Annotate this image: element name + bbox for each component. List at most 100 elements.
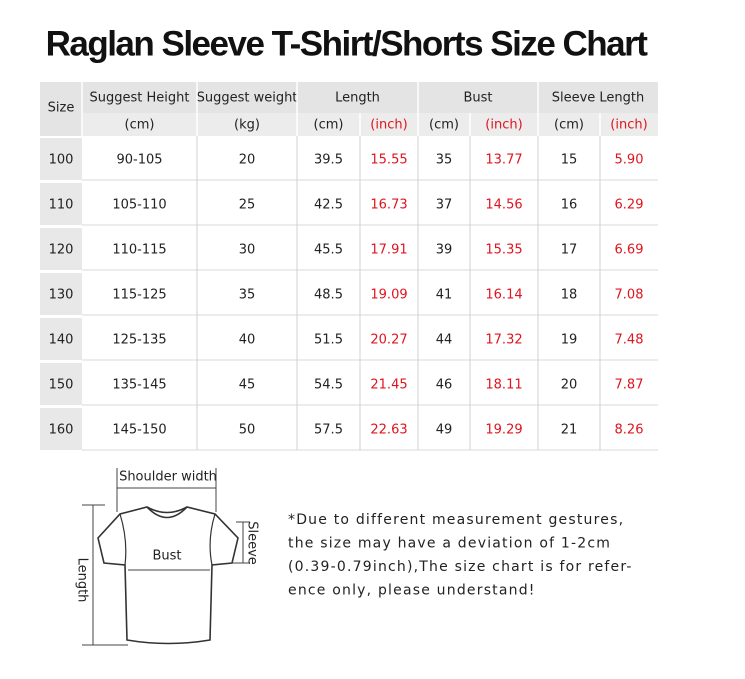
cell: 6.69 bbox=[615, 243, 644, 258]
cell: 90-105 bbox=[116, 153, 162, 168]
cell: 21.45 bbox=[370, 378, 407, 393]
column-header: Length bbox=[335, 91, 380, 106]
cell: 140 bbox=[49, 333, 74, 348]
cell: 18.11 bbox=[485, 378, 522, 393]
column-header: Size bbox=[48, 101, 75, 116]
cell: 19.09 bbox=[370, 288, 407, 303]
column-header: Suggest weight bbox=[197, 91, 298, 106]
cell: 18 bbox=[561, 288, 578, 303]
cell: 22.63 bbox=[370, 423, 407, 438]
cell: 125-135 bbox=[112, 333, 166, 348]
note-line: the size may have a deviation of 1-2cm bbox=[288, 536, 611, 552]
cell: 15.55 bbox=[370, 153, 407, 168]
header-bg bbox=[40, 82, 658, 113]
size-cell-bg bbox=[40, 408, 82, 450]
size-cell-bg bbox=[40, 318, 82, 360]
cell: 41 bbox=[436, 288, 453, 303]
cell: 6.29 bbox=[615, 198, 644, 213]
cell: 16 bbox=[561, 198, 578, 213]
cell: 120 bbox=[49, 243, 74, 258]
cell: 42.5 bbox=[314, 198, 343, 213]
cell: 57.5 bbox=[314, 423, 343, 438]
cell: 20.27 bbox=[370, 333, 407, 348]
cell: 7.08 bbox=[615, 288, 644, 303]
cell: 39.5 bbox=[314, 153, 343, 168]
cell: 7.87 bbox=[615, 378, 644, 393]
cell: 130 bbox=[49, 288, 74, 303]
unit-label: (inch) bbox=[485, 118, 522, 133]
cell: 7.48 bbox=[615, 333, 644, 348]
cell: 5.90 bbox=[615, 153, 644, 168]
cell: 50 bbox=[239, 423, 256, 438]
cell: 135-145 bbox=[112, 378, 166, 393]
size-cell-bg bbox=[40, 183, 82, 225]
unit-label: (cm) bbox=[125, 118, 155, 133]
note: *Due to different measurement gestures, t… bbox=[288, 512, 633, 599]
bust-label: Bust bbox=[152, 549, 181, 564]
cell: 54.5 bbox=[314, 378, 343, 393]
unit-label: (cm) bbox=[429, 118, 459, 133]
note-line: (0.39-0.79inch),The size chart is for re… bbox=[288, 559, 633, 575]
cell: 21 bbox=[561, 423, 578, 438]
note-line: ence only, please understand! bbox=[288, 583, 536, 599]
cell: 20 bbox=[561, 378, 578, 393]
cell: 160 bbox=[49, 423, 74, 438]
cell: 40 bbox=[239, 333, 256, 348]
size-cell-bg bbox=[40, 138, 82, 180]
title: Raglan Sleeve T-Shirt/Shorts Size Chart bbox=[46, 24, 649, 63]
cell: 44 bbox=[436, 333, 453, 348]
size-cell-bg bbox=[40, 363, 82, 405]
size-table: Size Suggest Height Suggest weight Length Bu… bbox=[40, 82, 658, 451]
tshirt-diagram bbox=[97, 506, 239, 645]
subheader-bg bbox=[82, 113, 658, 136]
cell: 17 bbox=[561, 243, 578, 258]
cell: 37 bbox=[436, 198, 453, 213]
cell: 17.91 bbox=[370, 243, 407, 258]
cell: 150 bbox=[49, 378, 74, 393]
cell: 17.32 bbox=[485, 333, 522, 348]
cell: 48.5 bbox=[314, 288, 343, 303]
cell: 8.26 bbox=[615, 423, 644, 438]
unit-label: (kg) bbox=[234, 118, 260, 133]
cell: 115-125 bbox=[112, 288, 166, 303]
size-cell-bg bbox=[40, 273, 82, 315]
unit-label: (cm) bbox=[314, 118, 344, 133]
cell: 16.14 bbox=[485, 288, 522, 303]
cell: 25 bbox=[239, 198, 256, 213]
cell: 110-115 bbox=[112, 243, 166, 258]
cell: 39 bbox=[436, 243, 453, 258]
sleeve-label: Sleeve bbox=[245, 521, 260, 565]
cell: 45 bbox=[239, 378, 256, 393]
cell: 14.56 bbox=[485, 198, 522, 213]
unit-label: (cm) bbox=[554, 118, 584, 133]
column-header: Suggest Height bbox=[90, 91, 190, 106]
cell: 51.5 bbox=[314, 333, 343, 348]
cell: 145-150 bbox=[112, 423, 166, 438]
size-cell-bg bbox=[40, 228, 82, 270]
shoulder-label: Shoulder width bbox=[119, 470, 217, 485]
cell: 45.5 bbox=[314, 243, 343, 258]
cell: 19 bbox=[561, 333, 578, 348]
column-header: Bust bbox=[463, 91, 492, 106]
cell: 105-110 bbox=[112, 198, 166, 213]
cell: 35 bbox=[436, 153, 453, 168]
unit-label: (inch) bbox=[370, 118, 407, 133]
cell: 100 bbox=[49, 153, 74, 168]
length-label: Length bbox=[75, 558, 90, 603]
cell: 49 bbox=[436, 423, 453, 438]
cell: 46 bbox=[436, 378, 453, 393]
cell: 15 bbox=[561, 153, 578, 168]
measure-lines bbox=[82, 468, 250, 646]
cell: 110 bbox=[49, 198, 74, 213]
column-header: Sleeve Length bbox=[552, 91, 645, 106]
size-header-bg bbox=[40, 82, 82, 136]
cell: 30 bbox=[239, 243, 256, 258]
cell: 16.73 bbox=[370, 198, 407, 213]
cell: 20 bbox=[239, 153, 256, 168]
cell: 13.77 bbox=[485, 153, 522, 168]
cell: 19.29 bbox=[485, 423, 522, 438]
unit-label: (inch) bbox=[610, 118, 647, 133]
note-line: *Due to different measurement gestures, bbox=[288, 512, 624, 528]
cell: 15.35 bbox=[485, 243, 522, 258]
